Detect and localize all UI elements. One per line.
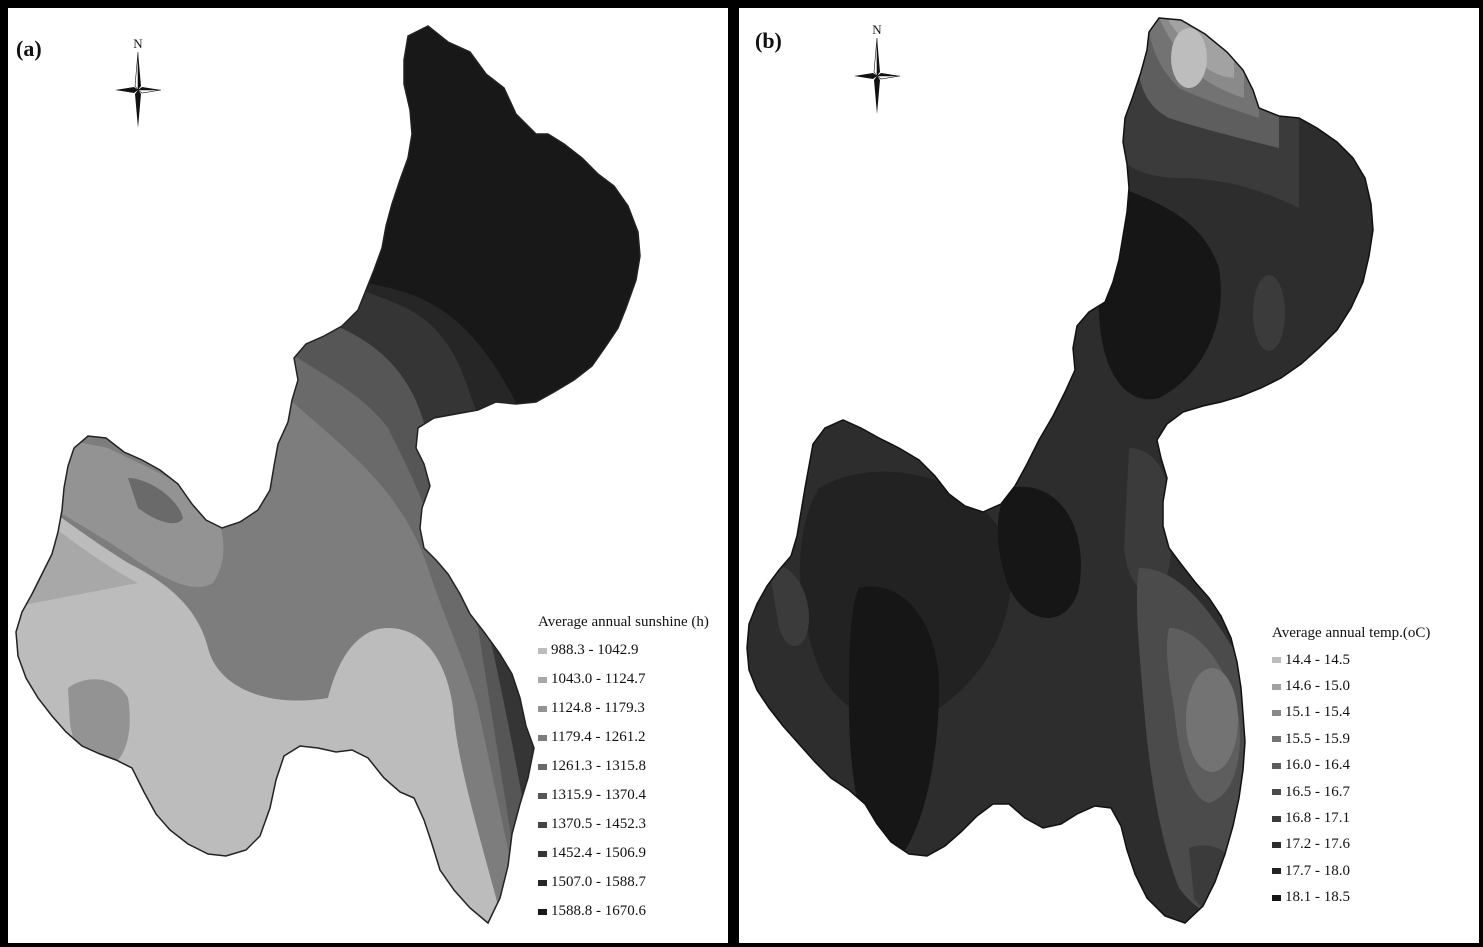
legend-swatch bbox=[538, 705, 547, 712]
north-label: N bbox=[133, 36, 143, 51]
legend-item: 17.7 - 18.0 bbox=[1272, 858, 1430, 884]
legend-range: 14.4 - 14.5 bbox=[1285, 651, 1350, 668]
legend-range: 1370.5 - 1452.3 bbox=[551, 816, 646, 832]
legend-range: 16.0 - 16.4 bbox=[1285, 757, 1350, 774]
legend-item: 1370.5 - 1452.3 bbox=[538, 810, 709, 839]
legend-item: 15.5 - 15.9 bbox=[1272, 726, 1430, 752]
legend-range: 16.8 - 17.1 bbox=[1285, 810, 1350, 827]
legend-range: 15.5 - 15.9 bbox=[1285, 730, 1350, 747]
legend-range: 17.7 - 18.0 bbox=[1285, 862, 1350, 879]
legend-item: 1179.4 - 1261.2 bbox=[538, 723, 709, 752]
legend-swatch bbox=[538, 879, 547, 886]
legend-title: Average annual sunshine (h) bbox=[538, 614, 709, 630]
legend-swatch bbox=[1272, 709, 1281, 716]
legend-item: 988.3 - 1042.9 bbox=[538, 636, 709, 665]
legend-swatch bbox=[1272, 894, 1281, 901]
temperature-map bbox=[746, 17, 1374, 924]
legend-swatch bbox=[538, 821, 547, 828]
compass-icon bbox=[854, 37, 901, 114]
legend-range: 1179.4 - 1261.2 bbox=[551, 729, 646, 745]
legend-item: 1588.8 - 1670.6 bbox=[538, 897, 709, 926]
legend-item: 18.1 - 18.5 bbox=[1272, 885, 1430, 911]
legend-item: 14.6 - 15.0 bbox=[1272, 673, 1430, 699]
legend-item: 15.1 - 15.4 bbox=[1272, 700, 1430, 726]
north-arrow: N bbox=[847, 22, 907, 122]
legend-item: 17.2 - 17.6 bbox=[1272, 832, 1430, 858]
legend-item: 14.4 - 14.5 bbox=[1272, 647, 1430, 673]
legend-item: 1452.4 - 1506.9 bbox=[538, 839, 709, 868]
legend-swatch bbox=[1272, 657, 1281, 664]
legend-swatch bbox=[538, 908, 547, 915]
legend-item: 1043.0 - 1124.7 bbox=[538, 665, 709, 694]
legend-range: 1452.4 - 1506.9 bbox=[551, 845, 646, 861]
legend-range: 1261.3 - 1315.8 bbox=[551, 758, 646, 774]
legend-swatch bbox=[538, 647, 547, 654]
legend-range: 988.3 - 1042.9 bbox=[551, 642, 639, 658]
legend-swatch bbox=[538, 763, 547, 770]
legend-swatch bbox=[538, 850, 547, 857]
legend-range: 1043.0 - 1124.7 bbox=[551, 671, 646, 687]
legend-temperature: Average annual temp.(oC) 14.4 - 14.5 14.6… bbox=[1272, 625, 1430, 911]
legend-range: 17.2 - 17.6 bbox=[1285, 836, 1350, 853]
legend-swatch bbox=[1272, 736, 1281, 743]
compass-icon bbox=[115, 51, 162, 128]
legend-item: 1315.9 - 1370.4 bbox=[538, 781, 709, 810]
legend-title: Average annual temp.(oC) bbox=[1272, 625, 1431, 641]
legend-swatch bbox=[1272, 868, 1281, 875]
legend-swatch bbox=[538, 676, 547, 683]
legend-range: 16.5 - 16.7 bbox=[1285, 783, 1350, 800]
region-boundary bbox=[746, 17, 1374, 924]
legend-item: 16.8 - 17.1 bbox=[1272, 805, 1430, 831]
legend-item: 1124.8 - 1179.3 bbox=[538, 694, 709, 723]
map-panel-sunshine: (a) N Average annual sunshine (h) 988.3 … bbox=[8, 8, 728, 943]
legend-item: 16.0 - 16.4 bbox=[1272, 753, 1430, 779]
north-arrow: N bbox=[108, 36, 168, 136]
legend-item: 1261.3 - 1315.8 bbox=[538, 752, 709, 781]
map-panel-temperature: (b) N Average annual temp.(oC) 14.4 - 14… bbox=[739, 8, 1479, 943]
legend-swatch bbox=[1272, 841, 1281, 848]
legend-range: 15.1 - 15.4 bbox=[1285, 704, 1350, 721]
panel-label-a: (a) bbox=[16, 36, 42, 61]
legend-swatch bbox=[1272, 815, 1281, 822]
legend-range: 1124.8 - 1179.3 bbox=[551, 700, 645, 716]
legend-range: 1315.9 - 1370.4 bbox=[551, 787, 646, 803]
legend-swatch bbox=[1272, 762, 1281, 769]
legend-swatch bbox=[1272, 683, 1281, 690]
sunshine-map bbox=[15, 25, 641, 925]
legend-range: 18.1 - 18.5 bbox=[1285, 889, 1350, 906]
legend-range: 14.6 - 15.0 bbox=[1285, 678, 1350, 695]
legend-sunshine: Average annual sunshine (h) 988.3 - 1042… bbox=[538, 614, 709, 926]
legend-swatch bbox=[538, 792, 547, 799]
panel-label-b: (b) bbox=[755, 28, 782, 53]
region-boundary bbox=[15, 25, 641, 925]
north-label: N bbox=[872, 22, 882, 37]
legend-item: 16.5 - 16.7 bbox=[1272, 779, 1430, 805]
legend-range: 1507.0 - 1588.7 bbox=[551, 874, 646, 890]
legend-swatch bbox=[538, 734, 547, 741]
legend-range: 1588.8 - 1670.6 bbox=[551, 903, 646, 919]
legend-swatch bbox=[1272, 789, 1281, 796]
legend-item: 1507.0 - 1588.7 bbox=[538, 868, 709, 897]
